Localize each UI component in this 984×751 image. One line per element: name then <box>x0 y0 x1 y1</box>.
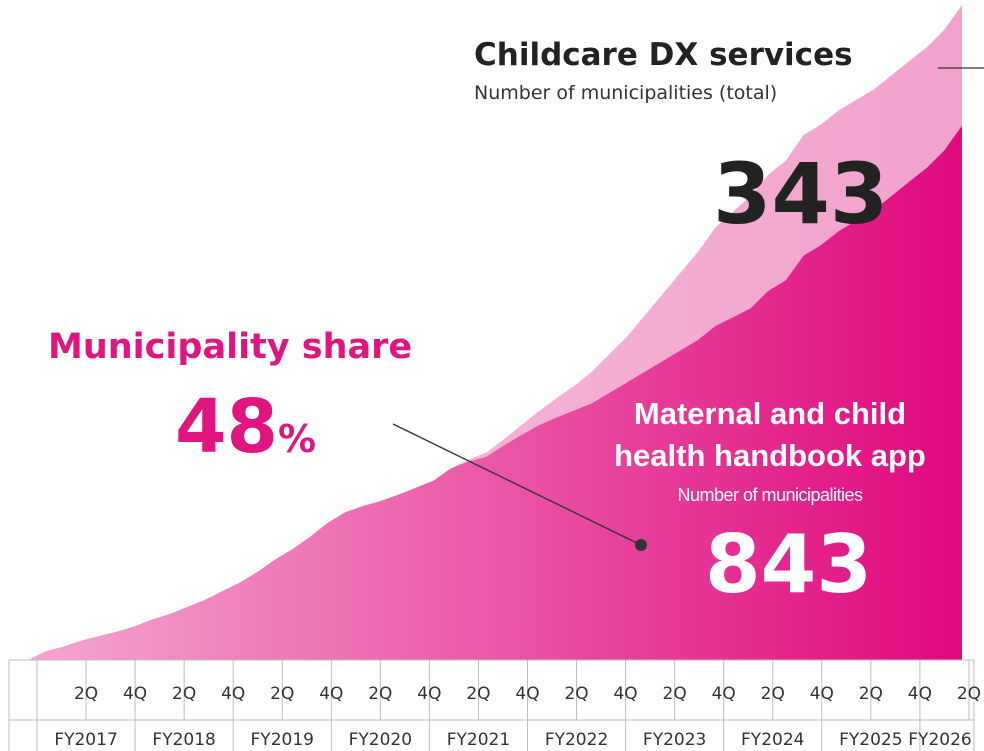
dx-series-subtitle: Number of municipalities (total) <box>474 82 778 104</box>
x-tick-quarter: 4Q <box>319 684 343 704</box>
x-tick-year: FY2024 <box>741 730 804 750</box>
x-tick-year: FY2026 <box>908 730 971 750</box>
x-tick-year: FY2017 <box>54 730 117 750</box>
x-tick-quarter: 2Q <box>172 684 196 704</box>
x-tick-quarter: 2Q <box>368 684 392 704</box>
x-tick-year: FY2020 <box>349 730 412 750</box>
x-tick-quarter: 2Q <box>466 684 490 704</box>
x-tick-quarter: 2Q <box>270 684 294 704</box>
x-tick-quarter: 4Q <box>417 684 441 704</box>
x-tick-quarter: 2Q <box>564 684 588 704</box>
x-tick-quarter: 4Q <box>613 684 637 704</box>
x-tick-quarter: 4Q <box>221 684 245 704</box>
x-axis-table <box>8 659 975 751</box>
x-tick-quarter: 2Q <box>957 684 981 704</box>
dx-series-title: Childcare DX services <box>474 37 853 73</box>
share-title: Municipality share <box>48 327 413 367</box>
app-series-subtitle: Number of municipalities <box>677 485 863 505</box>
series-area-handbook-app <box>28 125 962 661</box>
share-unit: % <box>277 417 317 461</box>
x-tick-year: FY2025 <box>839 730 902 750</box>
x-tick-quarter: 2Q <box>74 684 98 704</box>
app-series-title-line2: health handbook app <box>614 438 926 473</box>
app-series-title-line1: Maternal and child <box>633 396 907 431</box>
x-tick-year: FY2018 <box>152 730 215 750</box>
x-tick-year: FY2021 <box>447 730 510 750</box>
share-callout-line <box>392 423 642 546</box>
x-tick-year: FY2019 <box>251 730 314 750</box>
share-callout-dot <box>635 539 647 551</box>
x-tick-quarter: 2Q <box>859 684 883 704</box>
x-tick-quarter: 4Q <box>908 684 932 704</box>
x-tick-quarter: 4Q <box>123 684 147 704</box>
x-tick-quarter: 4Q <box>712 684 736 704</box>
x-tick-quarter: 4Q <box>810 684 834 704</box>
x-tick-quarter: 2Q <box>761 684 785 704</box>
x-tick-quarter: 4Q <box>515 684 539 704</box>
x-tick-year: FY2022 <box>545 730 608 750</box>
app-series-value: 843 <box>705 518 872 611</box>
x-tick-year: FY2023 <box>643 730 706 750</box>
share-number: 48 <box>175 384 278 470</box>
dx-series-value: 343 <box>713 145 889 243</box>
share-value: 48% <box>175 390 316 464</box>
x-tick-quarter: 2Q <box>663 684 687 704</box>
